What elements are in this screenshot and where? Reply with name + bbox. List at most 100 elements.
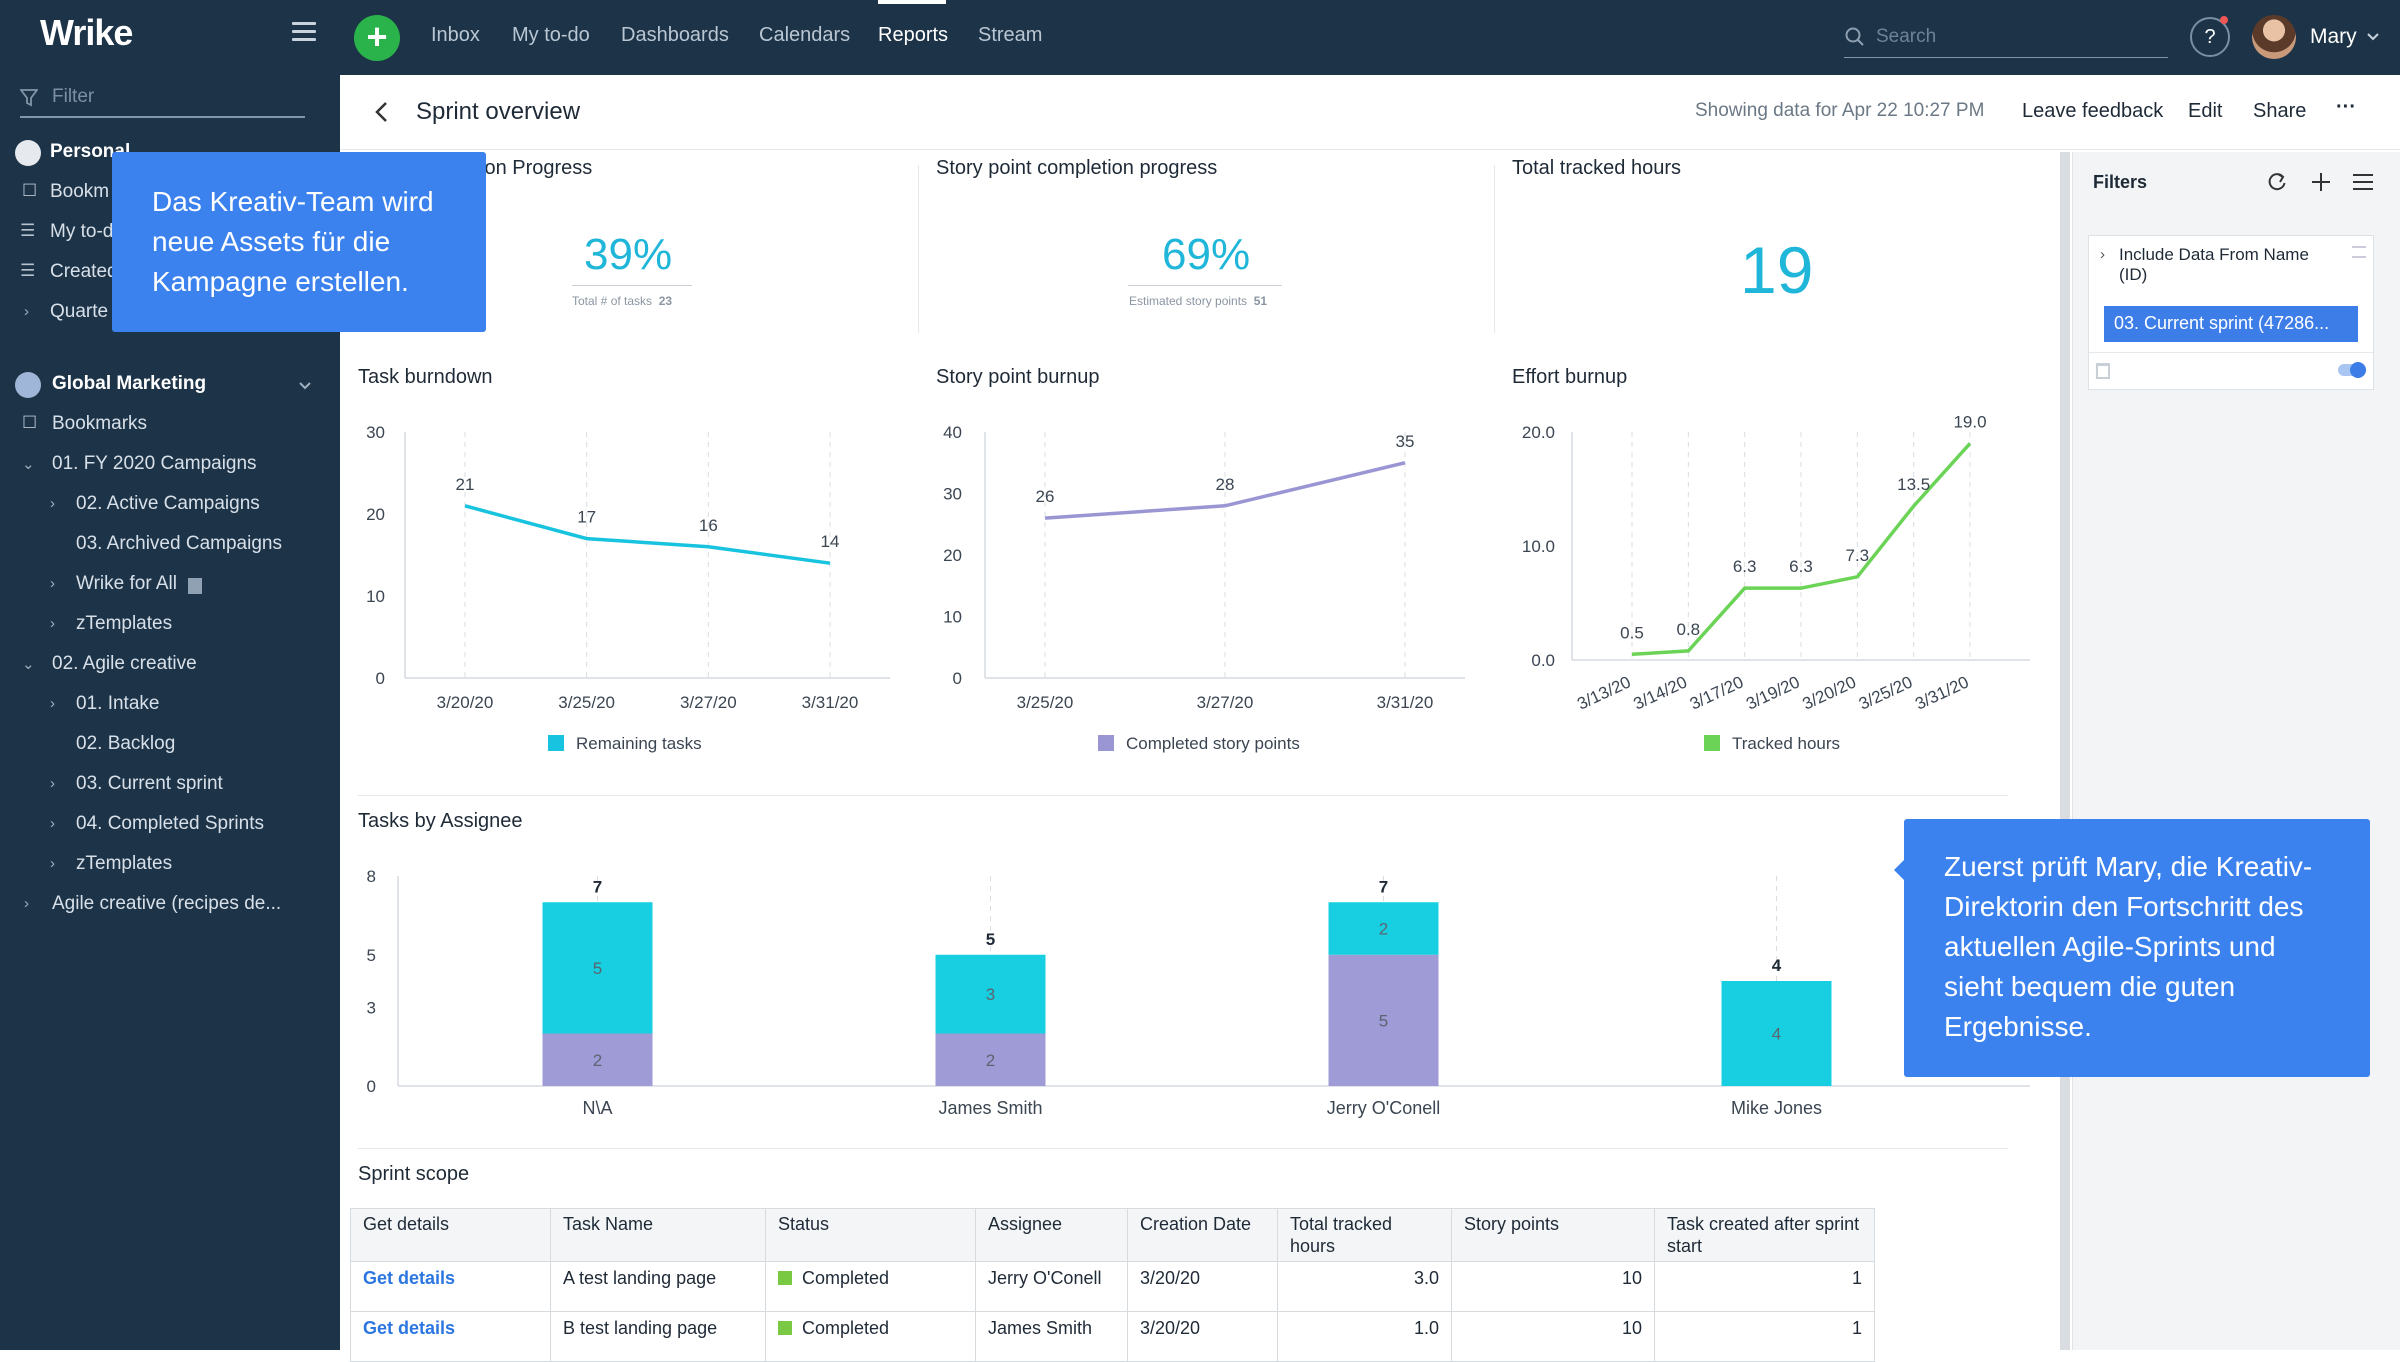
add-new-button[interactable]: + [354, 15, 400, 61]
chevron-down-icon[interactable]: ⌄ [22, 656, 35, 673]
data-label: 21 [456, 475, 475, 494]
chevron-right-icon[interactable]: › [2100, 246, 2105, 263]
column-header[interactable]: Story points [1451, 1208, 1655, 1262]
column-header[interactable]: Task created after sprint start [1654, 1208, 1875, 1262]
sidebar-item-archived-campaigns[interactable]: 03. Archived Campaigns [76, 533, 282, 554]
series-line [1631, 442, 1972, 657]
get-details-link-text[interactable]: Get details [363, 1268, 456, 1288]
get-details-link[interactable]: Get details [350, 1261, 551, 1312]
bar-segment [542, 902, 653, 1034]
sidebar-item-quarter[interactable]: Quarte [50, 301, 109, 322]
nav-dashboards[interactable]: Dashboards [621, 24, 729, 46]
chevron-right-icon[interactable]: › [50, 575, 55, 592]
sidebar-item-created[interactable]: Created [50, 261, 118, 282]
chevron-right-icon[interactable]: › [50, 815, 55, 832]
data-label: 14 [821, 532, 840, 551]
trash-icon[interactable] [2096, 363, 2110, 379]
nav-calendars[interactable]: Calendars [759, 24, 851, 46]
get-details-link-text[interactable]: Get details [363, 1318, 456, 1338]
assignee-cell: Jerry O'Conell [975, 1261, 1128, 1312]
kpi-sub-label: Total # of tasks [572, 294, 653, 308]
leave-feedback-button[interactable]: Leave feedback [2022, 100, 2164, 122]
notification-dot [2220, 16, 2228, 24]
status-text: Completed [802, 1268, 890, 1288]
sidebar-item-completed-sprints[interactable]: 04. Completed Sprints [76, 813, 264, 834]
x-tick-label: 3/20/20 [437, 693, 494, 712]
nav-my-todo[interactable]: My to-do [512, 24, 590, 46]
y-tick-label: 10 [943, 608, 962, 627]
sidebar-filter-input[interactable]: Filter [20, 82, 305, 118]
user-name[interactable]: Mary [2310, 25, 2357, 48]
sidebar-item-bookmarks-2[interactable]: Bookmarks [52, 413, 148, 434]
sidebar-item-wrike-for-all[interactable]: Wrike for All [76, 573, 178, 594]
y-tick-label: 30 [943, 485, 962, 504]
wrike-logo[interactable]: Wrike [40, 12, 133, 53]
column-header[interactable]: Task Name [550, 1208, 766, 1262]
chevron-right-icon[interactable]: › [50, 775, 55, 792]
story-progress-sub: Estimated story points 51 [1129, 294, 1267, 308]
section-divider [358, 1148, 2008, 1149]
nav-stream[interactable]: Stream [978, 24, 1043, 46]
help-button[interactable]: ? [2190, 17, 2230, 57]
chevron-right-icon[interactable]: › [24, 303, 29, 320]
add-filter-icon[interactable] [2310, 171, 2332, 193]
top-bar [0, 0, 2400, 75]
column-header[interactable]: Status [765, 1208, 976, 1262]
chevron-right-icon[interactable]: › [50, 695, 55, 712]
nav-inbox[interactable]: Inbox [431, 24, 480, 46]
sidebar-item-bookmarks[interactable]: Bookm [50, 181, 110, 202]
sidebar-item-ztemplates[interactable]: zTemplates [76, 613, 173, 634]
y-tick-label: 0.0 [1531, 651, 1555, 670]
sidebar-item-backlog[interactable]: 02. Backlog [76, 733, 176, 754]
chevron-down-icon[interactable] [2366, 32, 2380, 42]
nav-reports[interactable]: Reports [878, 24, 949, 46]
user-avatar[interactable] [2252, 15, 2296, 59]
sidebar-item-agile-creative[interactable]: 02. Agile creative [52, 653, 197, 674]
bar-segment-label: 3 [986, 985, 995, 1004]
sidebar-item-ztemplates-2[interactable]: zTemplates [76, 853, 173, 874]
sidebar-personal[interactable]: Personal [50, 141, 131, 162]
sidebar-item-mytodo[interactable]: My to-d [50, 221, 114, 242]
content-scrollbar[interactable] [2060, 152, 2070, 1350]
edit-button[interactable]: Edit [2188, 100, 2223, 122]
share-button[interactable]: Share [2253, 100, 2307, 122]
refresh-icon[interactable] [2266, 171, 2288, 193]
sidebar-item-intake[interactable]: 01. Intake [76, 693, 160, 714]
back-arrow-icon[interactable] [372, 100, 392, 124]
data-label: 0.8 [1677, 620, 1701, 639]
bar-segment-label: 5 [1379, 1011, 1388, 1030]
more-options-icon[interactable]: ··· [2336, 96, 2356, 118]
sidebar-space-global-marketing[interactable]: Global Marketing [52, 373, 207, 394]
search-input[interactable]: Search [1844, 20, 2168, 58]
burnup-title: Story point burnup [936, 366, 1100, 388]
bar-total-label: 7 [593, 877, 602, 896]
chevron-down-icon[interactable]: ⌄ [22, 456, 35, 473]
bookmark-icon: ☐ [22, 413, 38, 432]
sidebar-item-active-campaigns[interactable]: 02. Active Campaigns [76, 493, 260, 514]
sidebar-item-agile-recipes[interactable]: Agile creative (recipes de... [52, 893, 282, 914]
column-header[interactable]: Get details [350, 1208, 551, 1262]
x-tick-label: 3/25/20 [1017, 693, 1074, 712]
filter-toggle[interactable] [2338, 362, 2366, 378]
drag-handle-icon[interactable] [2352, 246, 2366, 258]
sidebar-item-current-sprint[interactable]: 03. Current sprint [76, 773, 223, 794]
filter-include-label[interactable]: Include Data From Name (ID) [2119, 245, 2309, 284]
get-details-link[interactable]: Get details [350, 1311, 551, 1362]
filter-value-chip[interactable]: 03. Current sprint (47286... [2104, 306, 2358, 342]
column-header[interactable]: Assignee [975, 1208, 1128, 1262]
hamburger-menu-icon[interactable] [292, 22, 316, 42]
chevron-right-icon[interactable]: › [50, 615, 55, 632]
sidebar-item-fy2020[interactable]: 01. FY 2020 Campaigns [52, 453, 257, 474]
column-header[interactable]: Total tracked hours [1277, 1208, 1452, 1262]
page-header [340, 75, 2400, 150]
y-tick-label: 0 [376, 669, 385, 688]
menu-icon[interactable] [2352, 173, 2374, 191]
chevron-right-icon[interactable]: › [24, 895, 29, 912]
burndown-title: Task burndown [358, 366, 493, 388]
chevron-right-icon[interactable]: › [50, 855, 55, 872]
personal-space-icon [15, 140, 41, 166]
column-header[interactable]: Creation Date [1127, 1208, 1278, 1262]
data-timestamp: Showing data for Apr 22 10:27 PM [1695, 100, 1985, 121]
chevron-right-icon[interactable]: › [50, 495, 55, 512]
chevron-down-icon[interactable] [298, 381, 312, 391]
